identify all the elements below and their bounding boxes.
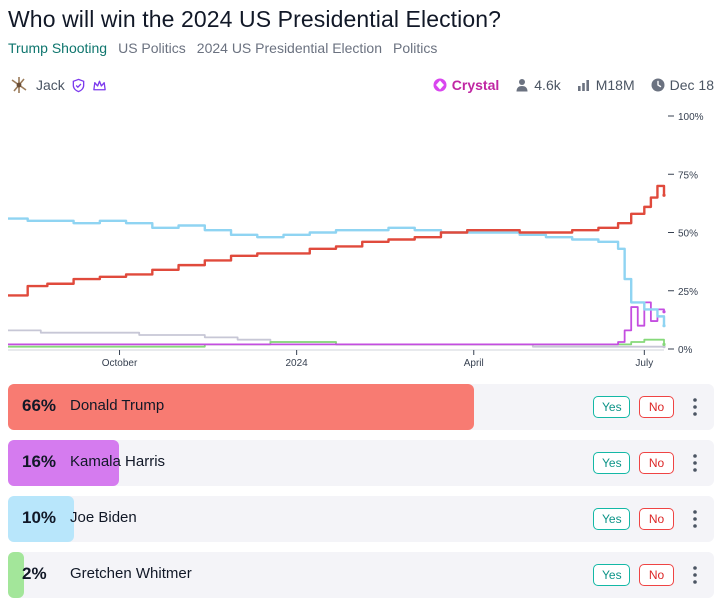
series-line-gretchen-whitmer xyxy=(8,338,665,348)
volume: M18M xyxy=(577,77,635,93)
outcome-name: Donald Trump xyxy=(70,397,165,414)
outcome-name: Joe Biden xyxy=(70,509,137,526)
bar-chart-icon xyxy=(577,80,589,91)
probability-chart[interactable]: 0% 25% 50% 75% 100% October 2024 April July xyxy=(0,104,722,376)
page-title: Who will win the 2024 US Presidential El… xyxy=(8,6,502,32)
x-tick-label: 2024 xyxy=(286,358,309,369)
outcome-probability: 16% xyxy=(22,452,57,471)
series-point xyxy=(662,324,666,328)
more-options-icon[interactable] xyxy=(690,451,700,475)
x-tick-label: April xyxy=(464,358,484,369)
outcome-probability: 66% xyxy=(22,396,57,415)
series-line-kamala-harris xyxy=(8,301,665,346)
series-point xyxy=(662,342,666,346)
buy-yes-button[interactable]: Yes xyxy=(593,396,630,418)
outcome-row-biden[interactable]: 10% Joe Biden Yes No xyxy=(8,496,714,542)
y-tick-label: 100% xyxy=(678,112,704,123)
author[interactable]: Jack xyxy=(8,74,107,96)
tag-politics[interactable]: Politics xyxy=(393,40,438,56)
outcome-list: 66% Donald Trump Yes No 16% Kamala Harri… xyxy=(8,384,714,608)
x-tick-label: July xyxy=(635,358,653,369)
series-line-joe-biden xyxy=(8,217,666,326)
x-tick-label: October xyxy=(102,358,138,369)
more-options-icon[interactable] xyxy=(690,507,700,531)
more-options-icon[interactable] xyxy=(690,563,700,587)
outcome-probability: 2% xyxy=(22,564,47,583)
y-tick-label: 75% xyxy=(678,170,698,181)
series-point xyxy=(662,345,666,349)
outcome-bar xyxy=(8,384,474,430)
outcome-name: Gretchen Whitmer xyxy=(70,565,192,582)
tag-2024-election[interactable]: 2024 US Presidential Election xyxy=(196,40,383,56)
outcome-probability: 10% xyxy=(22,508,57,527)
close-date: Dec 18 xyxy=(651,77,714,93)
series-point xyxy=(662,310,666,314)
tag-trump-shooting[interactable]: Trump Shooting xyxy=(8,40,108,56)
author-name[interactable]: Jack xyxy=(36,77,65,93)
clock-icon xyxy=(651,78,665,92)
buy-no-button[interactable]: No xyxy=(639,564,674,586)
buy-yes-button[interactable]: Yes xyxy=(593,452,630,474)
verified-shield-icon xyxy=(72,78,85,92)
buy-no-button[interactable]: No xyxy=(639,508,674,530)
crown-icon xyxy=(93,80,106,90)
outcome-name: Kamala Harris xyxy=(70,453,166,470)
topic-crystal[interactable]: Crystal xyxy=(433,77,499,93)
outcome-row-trump[interactable]: 66% Donald Trump Yes No xyxy=(8,384,714,430)
y-tick-label: 25% xyxy=(678,287,698,298)
outcome-row-whitmer[interactable]: 2% Gretchen Whitmer Yes No xyxy=(8,552,714,598)
user-icon xyxy=(516,79,528,92)
outcome-row-harris[interactable]: 16% Kamala Harris Yes No xyxy=(8,440,714,486)
market-meta: Jack Crystal 4.6k xyxy=(8,74,714,96)
topic-label[interactable]: Crystal xyxy=(451,77,500,93)
crystal-icon xyxy=(433,78,447,92)
buy-yes-button[interactable]: Yes xyxy=(593,508,630,530)
outcome-bar xyxy=(8,496,74,542)
y-tick-label: 0% xyxy=(678,345,693,356)
close-date-value: Dec 18 xyxy=(669,77,714,93)
buy-yes-button[interactable]: Yes xyxy=(593,564,630,586)
more-options-icon[interactable] xyxy=(690,395,700,419)
traders-count: 4.6k xyxy=(515,77,561,93)
buy-no-button[interactable]: No xyxy=(639,396,674,418)
series-line-donald-trump xyxy=(8,184,666,297)
tag-us-politics[interactable]: US Politics xyxy=(118,40,186,56)
traders-value: 4.6k xyxy=(534,77,561,93)
volume-value: M18M xyxy=(595,77,635,93)
outcome-bar xyxy=(8,440,119,486)
buy-no-button[interactable]: No xyxy=(639,452,674,474)
y-tick-label: 50% xyxy=(678,229,698,240)
series-point xyxy=(662,193,666,197)
probability-chart-svg[interactable]: 0% 25% 50% 75% 100% October 2024 April July xyxy=(0,104,722,376)
avatar[interactable] xyxy=(8,74,30,96)
tag-list: Trump Shooting US Politics 2024 US Presi… xyxy=(8,40,437,56)
outcome-bar xyxy=(8,552,25,598)
